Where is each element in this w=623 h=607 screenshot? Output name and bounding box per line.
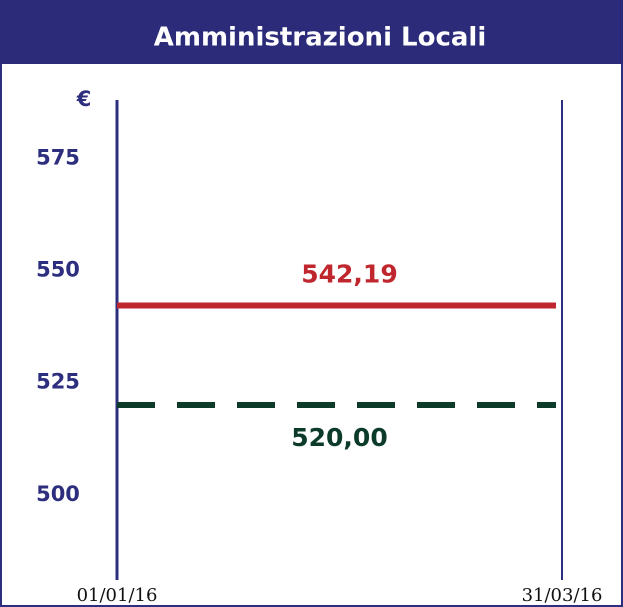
- y-axis-label: €: [76, 87, 92, 111]
- chart-title: Amministrazioni Locali: [154, 23, 487, 53]
- value-label: 542,19: [301, 260, 397, 289]
- title-bar: [0, 0, 623, 64]
- y-tick-label: 550: [36, 257, 80, 281]
- y-tick-label: 500: [36, 482, 80, 506]
- x-tick-label: 01/01/16: [77, 585, 158, 606]
- y-tick-label: 525: [36, 370, 80, 394]
- y-tick-label: 575: [36, 145, 80, 169]
- x-tick-label: 31/03/16: [522, 585, 603, 606]
- value-label: 520,00: [291, 423, 387, 452]
